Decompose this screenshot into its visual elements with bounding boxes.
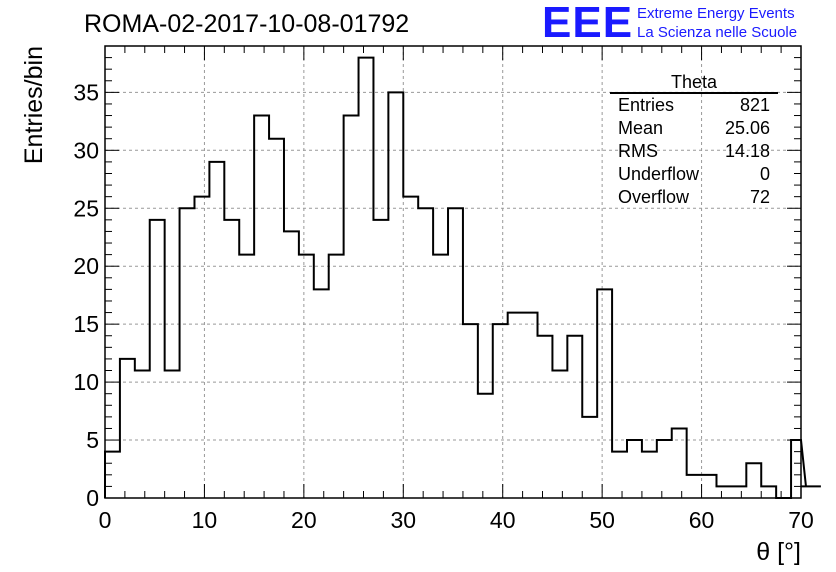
histogram-bin — [478, 394, 493, 498]
histogram-bin — [493, 324, 508, 498]
stats-row-overflow: Overflow 72 — [610, 186, 778, 209]
histogram-bin — [761, 486, 776, 498]
histogram-bin — [209, 162, 224, 498]
histogram-bin — [269, 139, 284, 498]
histogram-bin — [657, 440, 672, 498]
y-tick-label: 15 — [73, 311, 99, 337]
histogram-bin — [523, 313, 538, 498]
x-tick-label: 10 — [192, 507, 218, 533]
y-tick-label: 35 — [73, 79, 99, 105]
histogram-bin — [791, 440, 801, 498]
stats-label: Entries — [618, 95, 675, 115]
stats-value: 821 — [739, 95, 770, 115]
histogram-bin — [224, 220, 239, 498]
histogram-title: ROMA-02-2017-10-08-01792 — [84, 10, 410, 38]
eee-logo-line2: La Scienza nelle Scuole — [637, 24, 798, 41]
histogram-bin — [672, 428, 687, 498]
y-tick-label: 25 — [73, 195, 99, 221]
histogram-bin — [627, 440, 642, 498]
histogram-bin — [567, 336, 582, 498]
histogram-bin — [642, 452, 657, 498]
x-tick-label: 0 — [99, 507, 112, 533]
histogram-bin — [582, 417, 597, 498]
stats-value: 72 — [749, 187, 770, 207]
y-axis-label: Entries/bin — [20, 46, 48, 164]
histogram-bin — [165, 371, 180, 498]
histogram-bin — [299, 255, 314, 498]
y-tick-label: 30 — [73, 137, 99, 163]
x-tick-label: 60 — [689, 507, 715, 533]
histogram-bin — [597, 289, 612, 498]
stats-row-underflow: Underflow 0 — [610, 163, 778, 186]
histogram-bin — [194, 197, 209, 498]
histogram-bin — [448, 208, 463, 498]
x-tick-label: 30 — [390, 507, 416, 533]
histogram-bin — [552, 371, 567, 498]
histogram-bin — [284, 231, 299, 498]
stats-value: 14.18 — [724, 141, 770, 161]
histogram-bin — [418, 208, 433, 498]
stats-label: RMS — [618, 141, 658, 161]
histogram-bin — [105, 452, 120, 498]
histogram-bin — [388, 92, 403, 498]
histogram-bin — [344, 116, 359, 498]
y-tick-label: 20 — [73, 253, 99, 279]
histogram-bin — [180, 208, 195, 498]
histogram-bin — [150, 220, 165, 498]
stats-row-rms: RMS 14.18 — [610, 140, 778, 163]
histogram-bin — [239, 255, 254, 498]
stats-value: 0 — [759, 164, 770, 184]
x-tick-label: 20 — [291, 507, 317, 533]
x-axis-label: θ [°] — [756, 538, 801, 566]
histogram-bin — [373, 220, 388, 498]
stats-box: Theta Entries 821 Mean 25.06 RMS 14.18 U… — [610, 72, 778, 209]
stats-label: Overflow — [618, 187, 690, 207]
histogram-bin — [612, 452, 627, 498]
stats-title: Theta — [610, 72, 778, 94]
y-tick-label: 5 — [86, 427, 99, 453]
stats-value: 25.06 — [724, 118, 770, 138]
histogram-bin — [120, 359, 135, 498]
histogram-bin — [731, 486, 746, 498]
histogram-bin — [687, 475, 702, 498]
histogram-bin — [329, 255, 344, 498]
x-tick-label: 40 — [490, 507, 516, 533]
stats-row-entries: Entries 821 — [610, 94, 778, 117]
histogram-bin — [463, 324, 478, 498]
histogram-bin — [403, 197, 418, 498]
histogram-outline — [104, 56, 821, 499]
x-tick-label: 50 — [589, 507, 615, 533]
eee-logo: EEE Extreme Energy Events La Scienza nel… — [542, 0, 832, 47]
histogram-bin — [314, 289, 329, 498]
plot-frame — [104, 45, 802, 499]
stats-label: Underflow — [618, 164, 700, 184]
y-tick-label: 0 — [86, 485, 99, 511]
histogram-bin — [135, 371, 150, 498]
histogram-bin — [254, 116, 269, 498]
histogram-bin — [433, 255, 448, 498]
histogram-bin — [538, 336, 553, 498]
eee-logo-line1: Extreme Energy Events — [637, 5, 795, 22]
eee-logo-mark: EEE — [542, 0, 634, 47]
stats-label: Mean — [618, 118, 664, 138]
histogram-bin — [702, 475, 717, 498]
histogram-bin — [508, 313, 523, 498]
y-tick-label: 10 — [73, 369, 99, 395]
histogram-bin — [746, 463, 761, 498]
stats-row-mean: Mean 25.06 — [610, 117, 778, 140]
x-tick-label: 70 — [788, 507, 814, 533]
histogram-bin — [359, 58, 374, 498]
histogram-bin — [716, 486, 731, 498]
